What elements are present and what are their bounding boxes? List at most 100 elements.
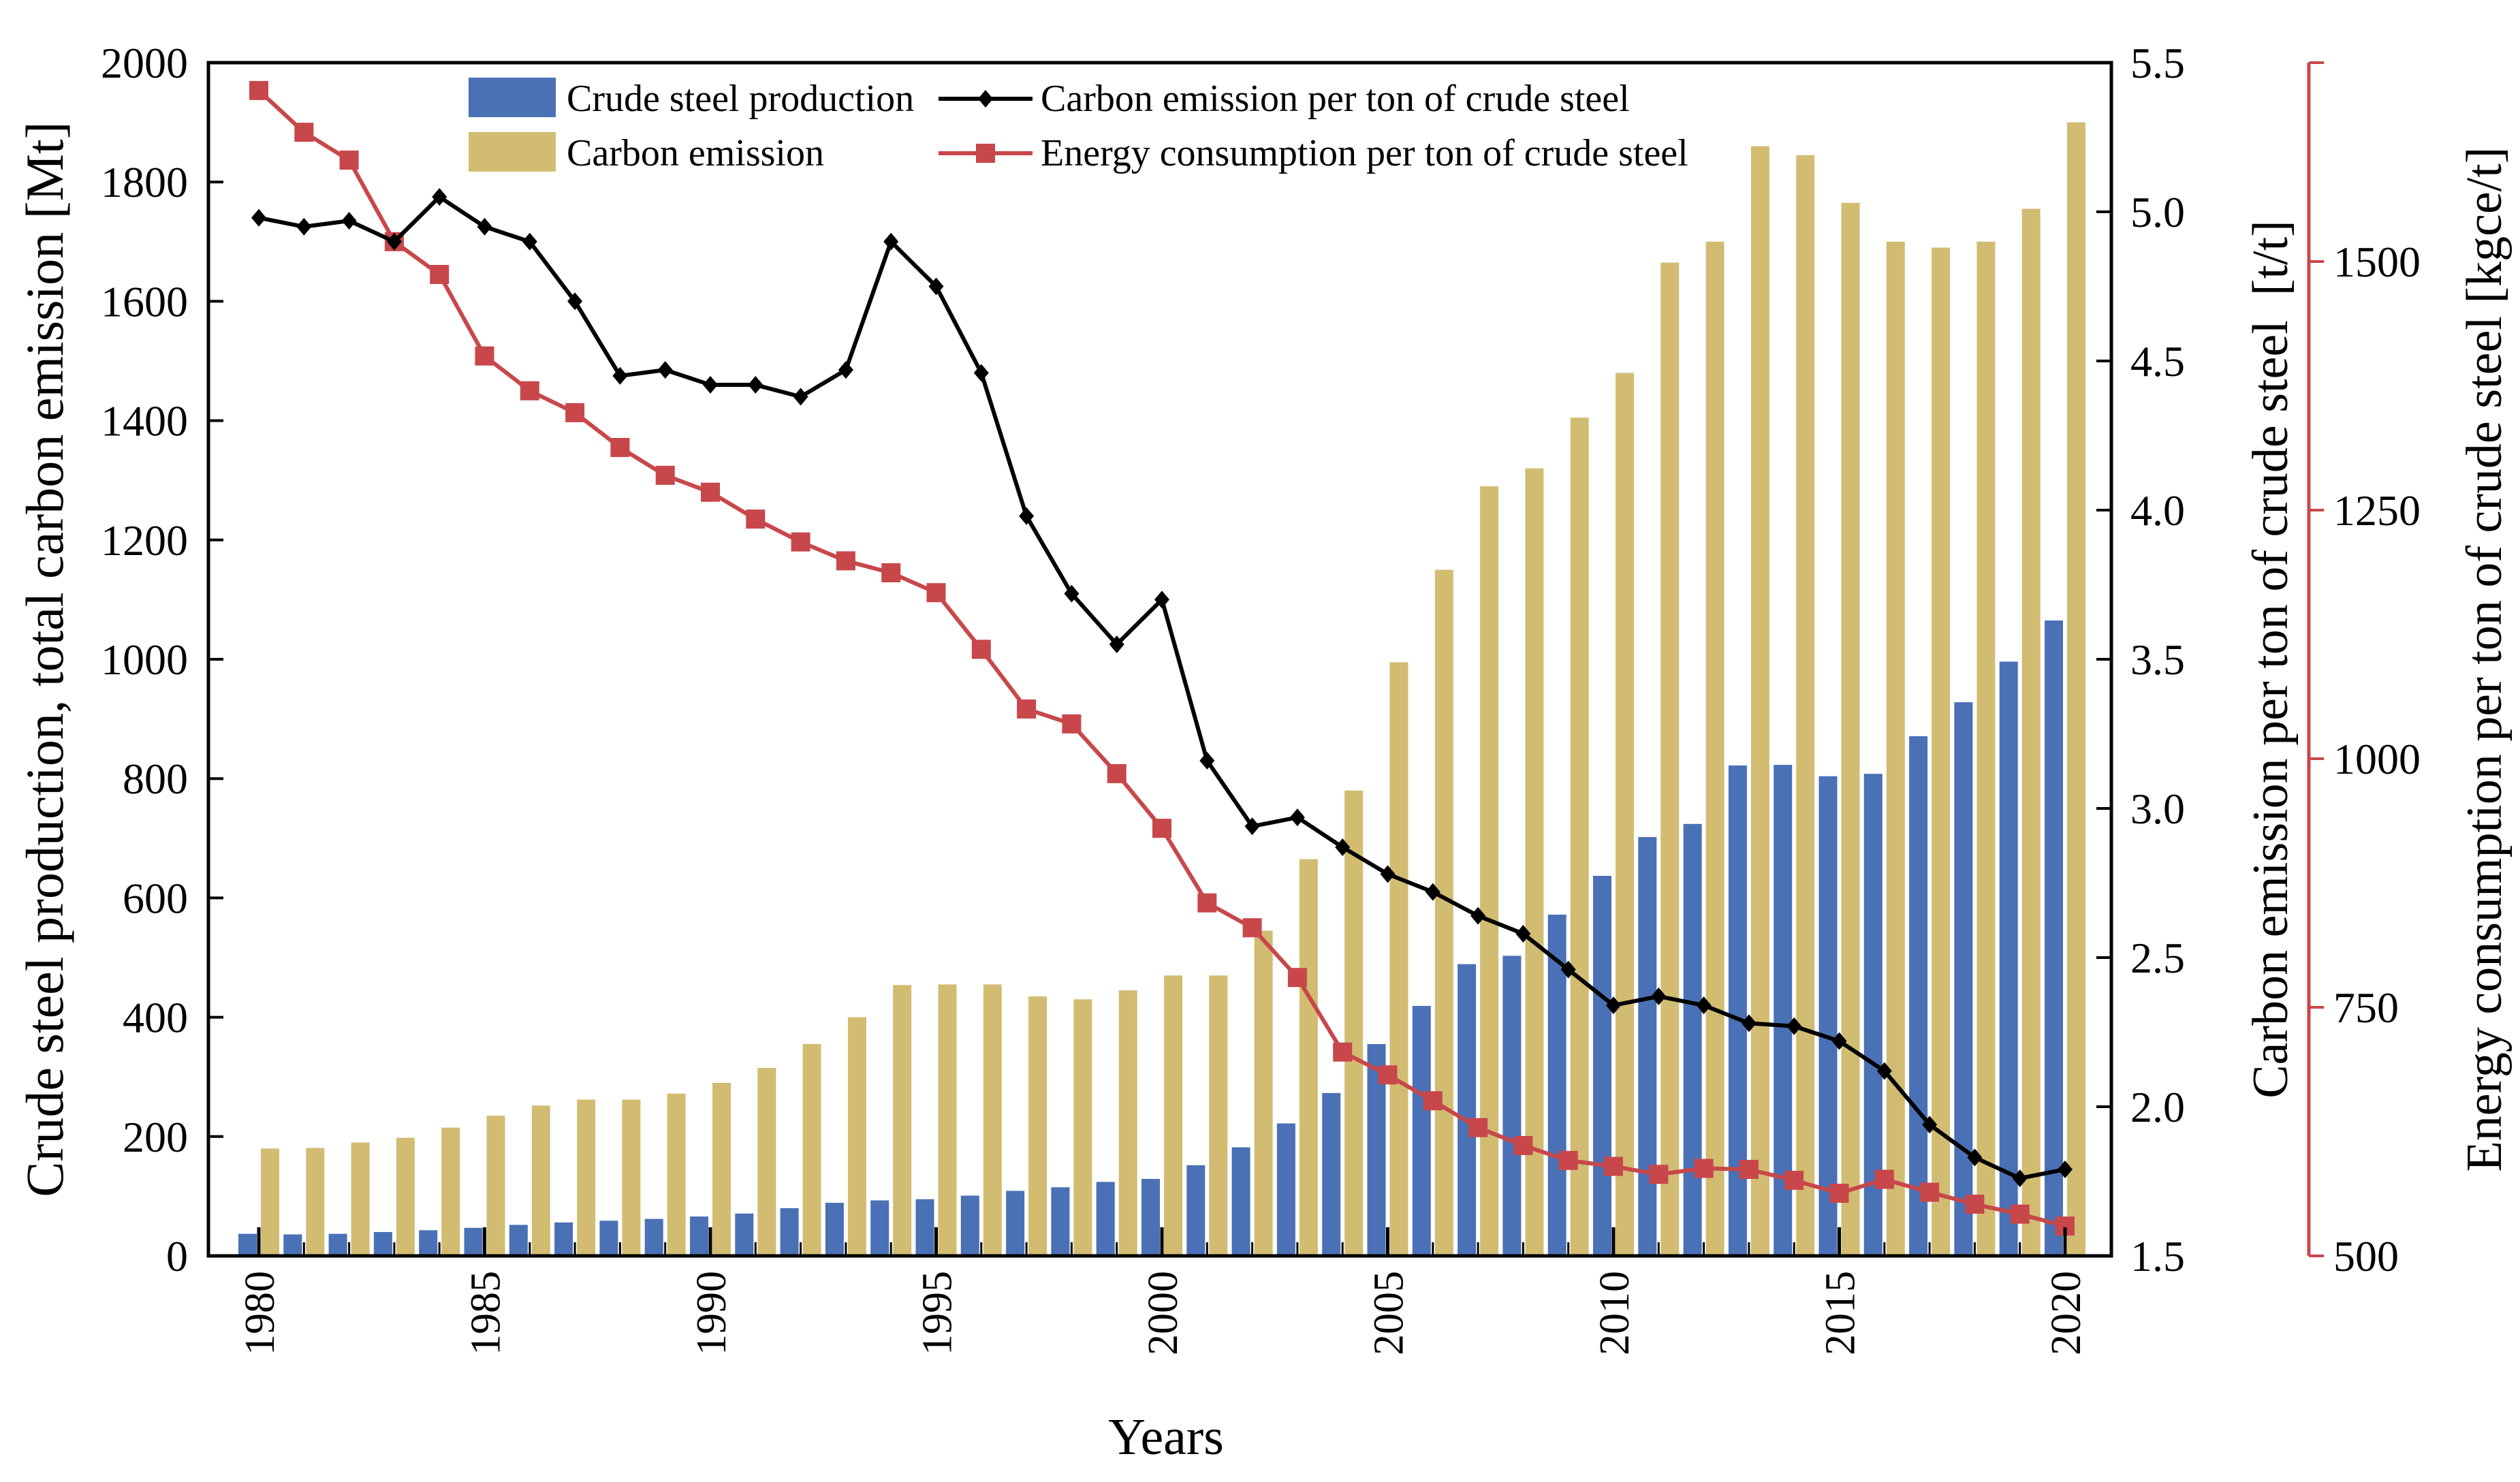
marker-carbon-emission-per-ton-of-crude-steel-1990 — [703, 376, 718, 394]
marker-energy-consumption-per-ton-of-crude-steel-2005 — [1378, 1065, 1398, 1085]
marker-carbon-emission-per-ton-of-crude-steel-2001 — [1199, 751, 1215, 770]
bar-crude-steel-production-1995 — [915, 1199, 934, 1256]
legend-swatch-carbon-emission — [469, 132, 556, 172]
bar-carbon-emission-1999 — [1118, 990, 1137, 1256]
marker-energy-consumption-per-ton-of-crude-steel-1987 — [565, 403, 585, 422]
bar-carbon-emission-2020 — [2067, 122, 2085, 1257]
legend-swatch-crude-steel-production — [469, 78, 556, 117]
bar-crude-steel-production-1989 — [644, 1218, 663, 1256]
bar-crude-steel-production-2010 — [1593, 875, 1611, 1256]
right-axis-2-title: Energy consumption per ton of crude stee… — [2457, 147, 2513, 1172]
marker-energy-consumption-per-ton-of-crude-steel-2017 — [1920, 1182, 1940, 1202]
bar-carbon-emission-2015 — [1841, 202, 1860, 1256]
right-axis-1-tick-label-4.0: 4.0 — [2130, 486, 2185, 535]
bar-carbon-emission-2002 — [1254, 930, 1273, 1256]
right-axis-1-unit: [t/t] — [2243, 220, 2299, 296]
bar-crude-steel-production-1993 — [825, 1203, 844, 1256]
bar-crude-steel-production-2002 — [1231, 1147, 1250, 1256]
right-axis-1-title: Carbon emission per ton of crude steel [t… — [2243, 220, 2299, 1099]
bar-carbon-emission-1985 — [486, 1116, 505, 1256]
marker-energy-consumption-per-ton-of-crude-steel-1982 — [339, 151, 359, 170]
bar-carbon-emission-2018 — [1976, 241, 1996, 1256]
bar-crude-steel-production-1999 — [1096, 1182, 1115, 1256]
bar-carbon-emission-1995 — [938, 984, 957, 1256]
left-axis-tick-label-2000: 2000 — [101, 39, 188, 87]
bar-crude-steel-production-2015 — [1818, 776, 1838, 1256]
marker-carbon-emission-per-ton-of-crude-steel-1995 — [928, 277, 944, 296]
right-axis-1-tick-label-2.0: 2.0 — [2130, 1083, 2185, 1131]
marker-energy-consumption-per-ton-of-crude-steel-2000 — [1152, 819, 1171, 838]
right-axis-1-tick-label-1.5: 1.5 — [2130, 1232, 2185, 1280]
marker-energy-consumption-per-ton-of-crude-steel-1981 — [294, 123, 314, 142]
bar-crude-steel-production-1981 — [283, 1234, 302, 1256]
right-axis-2-tick-label-1500: 1500 — [2333, 238, 2421, 286]
axis-titles: Years Crude steel production, total carb… — [15, 121, 2513, 1466]
left-axis-tick-label-1600: 1600 — [101, 277, 188, 326]
left-axis-tick-label-1400: 1400 — [101, 397, 188, 445]
marker-carbon-emission-per-ton-of-crude-steel-2019 — [2012, 1169, 2028, 1188]
bar-carbon-emission-1994 — [893, 985, 912, 1256]
bar-crude-steel-production-1982 — [328, 1233, 347, 1256]
right-axis-1-tick-label-3.5: 3.5 — [2130, 635, 2185, 684]
marker-carbon-emission-per-ton-of-crude-steel-2002 — [1244, 817, 1260, 836]
marker-energy-consumption-per-ton-of-crude-steel-1980 — [249, 80, 268, 100]
bar-crude-steel-production-2011 — [1638, 837, 1657, 1256]
marker-energy-consumption-per-ton-of-crude-steel-2014 — [1784, 1171, 1804, 1191]
bar-carbon-emission-1986 — [531, 1105, 550, 1256]
left-axis-tick-label-600: 600 — [123, 874, 188, 922]
marker-energy-consumption-per-ton-of-crude-steel-2001 — [1197, 893, 1217, 913]
marker-energy-consumption-per-ton-of-crude-steel-2004 — [1333, 1042, 1353, 1062]
marker-energy-consumption-per-ton-of-crude-steel-2013 — [1739, 1159, 1759, 1179]
marker-energy-consumption-per-ton-of-crude-steel-1984 — [430, 264, 450, 284]
marker-energy-consumption-per-ton-of-crude-steel-1999 — [1107, 763, 1127, 783]
left-axis-tick-label-0: 0 — [166, 1232, 188, 1280]
marker-carbon-emission-per-ton-of-crude-steel-1999 — [1109, 635, 1124, 654]
bar-carbon-emission-1996 — [983, 984, 1002, 1256]
bar-crude-steel-production-2017 — [1909, 736, 1928, 1256]
marker-carbon-emission-per-ton-of-crude-steel-2000 — [1154, 590, 1169, 609]
bar-carbon-emission-1988 — [622, 1099, 641, 1256]
marker-carbon-emission-per-ton-of-crude-steel-2020 — [2058, 1160, 2073, 1178]
marker-energy-consumption-per-ton-of-crude-steel-2009 — [1558, 1150, 1578, 1170]
bar-crude-steel-production-2008 — [1502, 956, 1522, 1256]
marker-energy-consumption-per-ton-of-crude-steel-2012 — [1694, 1158, 1714, 1178]
bar-carbon-emission-2004 — [1344, 790, 1364, 1256]
left-axis-tick-label-400: 400 — [123, 994, 188, 1042]
bar-carbon-emission-2016 — [1886, 241, 1905, 1256]
marker-energy-consumption-per-ton-of-crude-steel-1985 — [475, 346, 494, 366]
axes-layer: 0 200 400 600 800 1000 1200 1400 1600 1800 2000 1.5… — [101, 39, 2421, 1355]
lines-layer — [249, 80, 2075, 1236]
bar-carbon-emission-2019 — [2021, 208, 2041, 1256]
bar-crude-steel-production-2018 — [1954, 702, 1973, 1256]
marker-carbon-emission-per-ton-of-crude-steel-1991 — [748, 376, 763, 394]
marker-carbon-emission-per-ton-of-crude-steel-1996 — [973, 364, 989, 382]
right-axis-2-tick-label-1250: 1250 — [2333, 486, 2421, 535]
bar-carbon-emission-2013 — [1750, 146, 1769, 1256]
legend: Crude steel production Carbon emission Car… — [469, 78, 1688, 174]
marker-energy-consumption-per-ton-of-crude-steel-2010 — [1604, 1156, 1623, 1176]
bar-carbon-emission-1998 — [1073, 999, 1092, 1256]
bar-crude-steel-production-2020 — [2045, 620, 2063, 1256]
bar-carbon-emission-1983 — [396, 1137, 415, 1256]
bar-carbon-emission-2012 — [1705, 241, 1724, 1256]
bar-crude-steel-production-2001 — [1186, 1165, 1206, 1256]
bar-carbon-emission-1990 — [712, 1082, 731, 1256]
marker-energy-consumption-per-ton-of-crude-steel-1997 — [1017, 699, 1037, 719]
marker-energy-consumption-per-ton-of-crude-steel-1994 — [881, 563, 901, 582]
right-axis-1-title-text: Carbon emission per ton of crude steel — [2243, 320, 2299, 1099]
marker-carbon-emission-per-ton-of-crude-steel-1994 — [883, 232, 899, 251]
marker-carbon-emission-per-ton-of-crude-steel-1987 — [567, 292, 583, 311]
bar-carbon-emission-1989 — [667, 1093, 686, 1256]
left-axis-tick-label-1800: 1800 — [101, 158, 188, 206]
marker-carbon-emission-per-ton-of-crude-steel-1997 — [1019, 507, 1035, 525]
bar-carbon-emission-2017 — [1932, 247, 1951, 1256]
bar-carbon-emission-2003 — [1299, 859, 1318, 1256]
left-axis-tick-label-1000: 1000 — [101, 635, 188, 684]
marker-carbon-emission-per-ton-of-crude-steel-1998 — [1064, 584, 1080, 603]
bar-carbon-emission-2008 — [1525, 468, 1544, 1257]
legend-label-carbon-emission: Carbon emission — [567, 132, 824, 174]
marker-carbon-emission-per-ton-of-crude-steel-1984 — [432, 188, 447, 206]
left-axis-tick-label-800: 800 — [123, 755, 188, 803]
right-axis-1-tick-label-4.5: 4.5 — [2130, 337, 2185, 385]
x-axis-tick-label-2010: 2010 — [1592, 1271, 1638, 1355]
